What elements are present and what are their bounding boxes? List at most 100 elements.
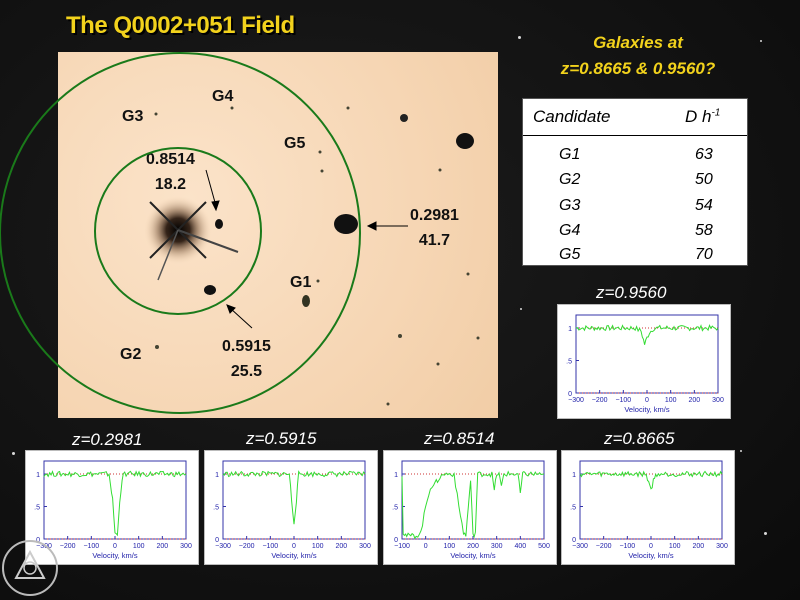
label-g1: G1 [290, 274, 311, 292]
x-tick-label: 200 [156, 543, 168, 550]
field-source [400, 114, 408, 122]
x-tick-label: 100 [133, 543, 145, 550]
table-cell-d: 54 [695, 197, 713, 215]
x-tick-label: 0 [649, 543, 653, 550]
y-tick-label: 0 [215, 537, 219, 544]
x-tick-label: 100 [665, 397, 677, 404]
y-tick-label: 1 [572, 472, 576, 479]
table-cell-candidate: G5 [559, 246, 580, 264]
label-g3: G3 [122, 108, 143, 126]
label-abs-0.8514: 0.8514 18.2 [146, 147, 195, 197]
table-cell-d: 70 [695, 246, 713, 264]
table-header-d: D h-1 [685, 107, 720, 127]
galaxy-G1 [302, 295, 310, 307]
table-header-d-main: D h [685, 107, 711, 126]
label-abs-0.2981: 0.2981 41.7 [410, 203, 459, 253]
x-tick-label: −100 [615, 397, 631, 404]
panel-label-0.8514: z=0.8514 [424, 429, 494, 449]
spectrum-panel-0.8665: −300 −200 −100 0 100 200 300 0 .5 1 Velocity, km/s [561, 450, 735, 565]
x-tick-label: −100 [394, 543, 410, 550]
y-tick-label: .5 [392, 505, 398, 512]
spectrum-line [223, 471, 365, 524]
plot-frame [580, 461, 722, 539]
label-abs-0.5915-d: 25.5 [222, 359, 271, 384]
background-star [764, 532, 767, 535]
table-cell-d: 58 [695, 222, 713, 240]
table-row: G4 58 [523, 222, 747, 246]
spectrum-panel-0.9560: −300 −200 −100 0 100 200 300 0 .5 1 Velocity, km/s [557, 304, 731, 419]
y-tick-label: 1 [215, 472, 219, 479]
x-tick-label: 100 [443, 543, 455, 550]
field-source [467, 273, 470, 276]
x-tick-label: 100 [312, 543, 324, 550]
arrow-0.5915 [227, 305, 252, 328]
galaxies-header-line1: Galaxies at [528, 30, 748, 56]
y-tick-label: 0 [572, 537, 576, 544]
y-tick-label: 1 [36, 472, 40, 479]
x-axis-label: Velocity, km/s [92, 551, 138, 560]
x-tick-label: 300 [716, 543, 728, 550]
y-tick-label: 1 [394, 472, 398, 479]
slide-title: The Q0002+051 Field [66, 12, 295, 40]
label-g2: G2 [120, 346, 141, 364]
table-row: G1 63 [523, 146, 747, 170]
y-tick-label: 0 [394, 537, 398, 544]
table-cell-candidate: G4 [559, 222, 580, 240]
y-tick-label: .5 [566, 359, 572, 366]
galaxies-header: Galaxies at z=0.8665 & 0.9560? [528, 30, 748, 82]
galaxy-0.2981 [334, 214, 358, 234]
table-cell-d: 63 [695, 146, 713, 164]
x-axis-label: Velocity, km/s [450, 551, 496, 560]
table-cell-candidate: G3 [559, 197, 580, 215]
spectrum-panel-0.5915: −300 −200 −100 0 100 200 300 0 .5 1 Velocity, km/s [204, 450, 378, 565]
x-tick-label: 0 [645, 397, 649, 404]
label-abs-0.2981-z: 0.2981 [410, 203, 459, 228]
background-star [760, 40, 762, 42]
y-tick-label: .5 [213, 505, 219, 512]
x-tick-label: 300 [712, 397, 724, 404]
candidate-table: Candidate D h-1 G1 63 G2 50 G3 54 G4 58 … [522, 98, 748, 266]
x-tick-label: −300 [215, 543, 231, 550]
spectrum-panel-0.8514: −100 0 100 200 300 400 500 0.5 1 Velocity, km/s [383, 450, 557, 565]
table-header-rule [523, 135, 747, 136]
galaxy-G5 [321, 170, 324, 173]
table-cell-candidate: G2 [559, 171, 580, 189]
seal-emblem [4, 542, 56, 594]
field-source [437, 363, 440, 366]
field-source [347, 107, 350, 110]
galaxy-G3 [155, 113, 158, 116]
y-tick-label: .5 [570, 505, 576, 512]
panel-label-0.9560: z=0.9560 [596, 283, 666, 303]
field-source [317, 280, 320, 283]
x-tick-label: −300 [572, 543, 588, 550]
galaxy-0.5915 [204, 285, 216, 295]
panel-label-0.5915: z=0.5915 [246, 429, 316, 449]
x-tick-label: 200 [688, 397, 700, 404]
background-star [12, 452, 15, 455]
x-tick-label: 0 [292, 543, 296, 550]
y-tick-label: 0 [568, 391, 572, 398]
galaxy-0.8514 [215, 219, 223, 229]
x-tick-label: 0 [113, 543, 117, 550]
x-axis-label: Velocity, km/s [624, 405, 670, 414]
field-source [439, 169, 442, 172]
background-star [520, 308, 522, 310]
arrow-0.2981 [368, 222, 408, 230]
spectrum-line [402, 472, 544, 538]
x-tick-label: −100 [262, 543, 278, 550]
table-row: G2 50 [523, 171, 747, 195]
field-source [398, 334, 402, 338]
spectrum-line [44, 471, 186, 535]
bright-star [456, 133, 474, 149]
field-source [477, 337, 480, 340]
spectrum-plot: −300 −200 −100 0 100 200 300 0 .5 1 Velocity, km/s [205, 451, 377, 564]
panel-label-0.8665: z=0.8665 [604, 429, 674, 449]
x-tick-label: −200 [592, 397, 608, 404]
arrow-0.8514 [206, 170, 219, 210]
label-g4: G4 [212, 88, 233, 106]
x-tick-label: 400 [514, 543, 526, 550]
table-header-d-sup: -1 [711, 107, 720, 118]
x-tick-label: 500 [538, 543, 550, 550]
field-source [319, 151, 322, 154]
x-axis-label: Velocity, km/s [271, 551, 317, 560]
